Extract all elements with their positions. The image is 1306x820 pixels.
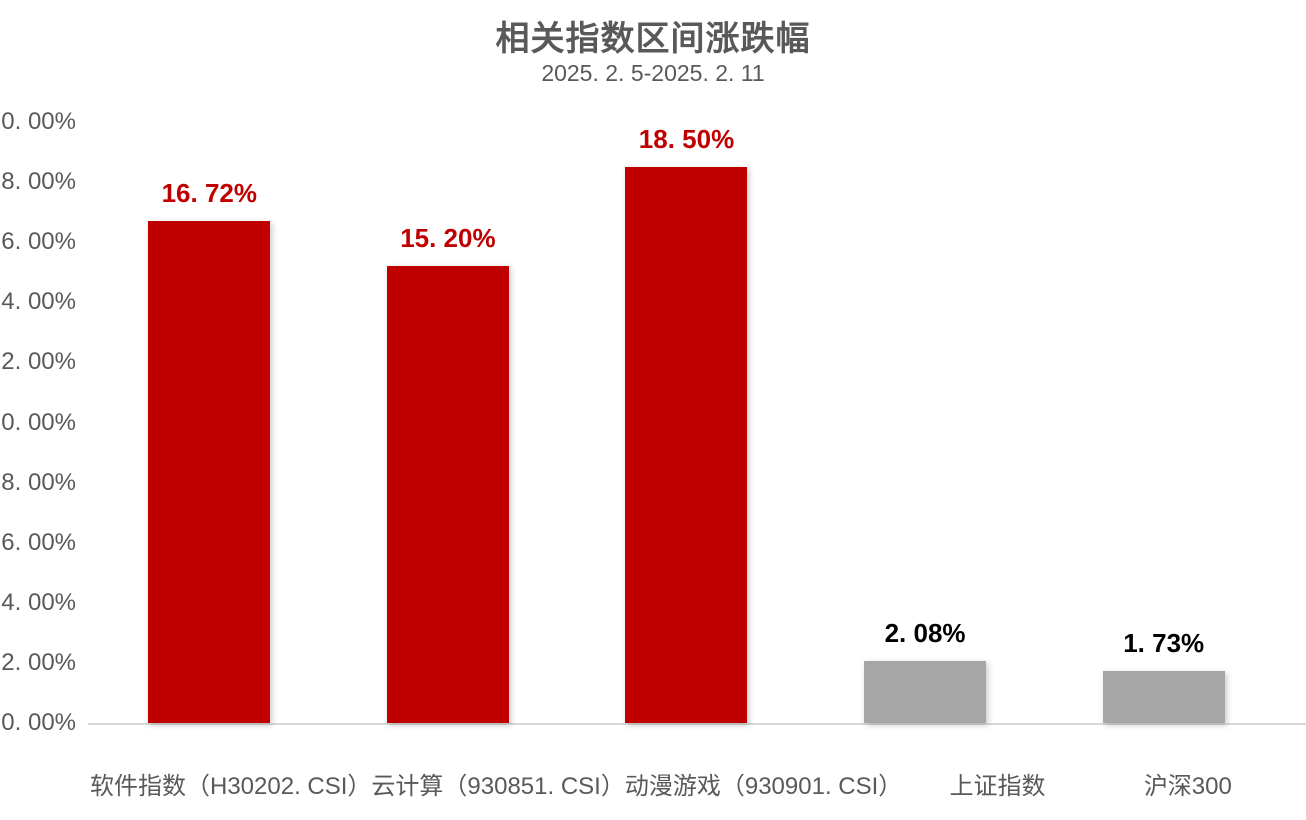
bar-value-label: 2. 08%: [884, 617, 966, 648]
bar: [625, 167, 748, 723]
bar-column: 15. 20%: [329, 122, 568, 723]
y-tick-label: 6. 00%: [1, 528, 76, 556]
bar-value-label: 18. 50%: [638, 124, 735, 155]
x-axis-category-label: 动漫游戏（930901. CSI）: [624, 773, 903, 800]
bar-column: 18. 50%: [567, 122, 806, 723]
bar: [864, 660, 987, 723]
x-axis-baseline: [88, 723, 1306, 725]
y-tick-label: 20. 00%: [0, 108, 76, 135]
bar: [1102, 671, 1225, 723]
x-axis-category-label: 上证指数: [949, 773, 1046, 800]
bar: [148, 220, 271, 723]
chart-subtitle: 2025. 2. 5-2025. 2. 11: [541, 60, 765, 86]
bar-column: 16. 72%: [90, 122, 329, 723]
x-axis-category-label: 沪深300: [1143, 773, 1232, 800]
y-tick-label: 12. 00%: [0, 348, 76, 376]
x-axis-category-label: 云计算（930851. CSI）: [371, 773, 625, 800]
y-tick-label: 18. 00%: [0, 168, 76, 196]
y-tick-label: 10. 00%: [0, 408, 76, 436]
y-axis: 20. 00% 18. 00% 16. 00% 14. 00% 12. 00% 10. 0…: [0, 110, 76, 735]
y-tick-label: 2. 00%: [1, 648, 76, 676]
bar-column: 1. 73%: [1044, 122, 1283, 723]
bar: [386, 266, 509, 723]
y-tick-label: 4. 00%: [1, 588, 76, 616]
bar-value-label: 16. 72%: [161, 177, 257, 208]
y-tick-label: 14. 00%: [0, 288, 76, 316]
bar-value-label: 15. 20%: [400, 223, 496, 254]
x-axis-labels: 软件指数（H30202. CSI） 云计算（930851. CSI） 动漫游戏（93…: [90, 773, 1283, 801]
x-axis-category-label: 软件指数（H30202. CSI）: [90, 773, 372, 800]
bar-column: 2. 08%: [806, 122, 1045, 723]
bars-container: 16. 72% 15. 20% 18. 50% 2. 08% 1. 73%: [90, 122, 1283, 723]
chart-title: 相关指数区间涨跌幅: [495, 20, 811, 58]
y-tick-label: 0. 00%: [1, 709, 76, 736]
y-tick-label: 16. 00%: [0, 228, 76, 256]
y-tick-label: 8. 00%: [1, 468, 76, 496]
bar-value-label: 1. 73%: [1123, 628, 1205, 659]
